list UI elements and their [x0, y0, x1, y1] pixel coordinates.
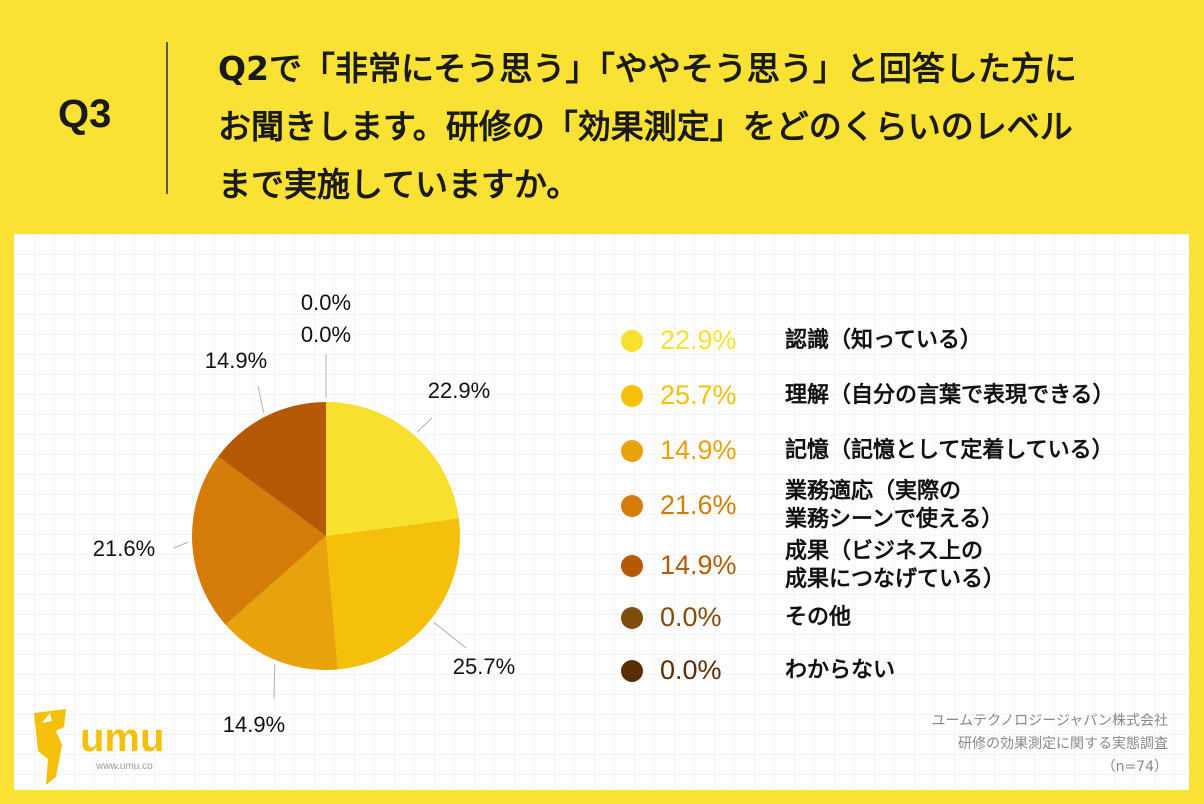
slice-value-label: 0.0%: [301, 290, 351, 315]
umu-logo: umu www.umu.co: [34, 709, 164, 785]
legend-swatch: [621, 440, 643, 462]
chart-panel: 22.9% 25.7% 14.9% 21.6% 14.9% 0.0% 0.0% 22.9% 認…: [14, 234, 1189, 790]
legend-label: 理解（自分の言葉で表現できる）: [785, 383, 1115, 408]
question-line: まで実施していますか。: [218, 165, 580, 204]
leader-line: [173, 541, 189, 549]
legend-label: 記憶（記憶として定着している）: [785, 438, 1114, 463]
leader-line: [273, 664, 276, 699]
question-line: お聞きします。研修の「効果測定」をどのくらいのレベル: [218, 107, 1073, 146]
legend-swatch: [621, 385, 643, 407]
pie-chart: 22.9% 25.7% 14.9% 21.6% 14.9% 0.0% 0.0%: [93, 290, 515, 737]
legend-label: わからない: [785, 658, 896, 683]
leader-line: [433, 621, 467, 649]
slice-value-label: 14.9%: [223, 712, 285, 737]
slice-value-label: 14.9%: [205, 348, 267, 373]
question-number: Q3: [58, 92, 112, 136]
legend-swatch: [621, 495, 643, 517]
source-line: ユームテクノロジージャパン株式会社: [931, 713, 1168, 729]
leader-line: [257, 385, 265, 413]
source-line: （n=74）: [1101, 759, 1168, 775]
leader-line: [416, 417, 433, 433]
header-divider: [166, 42, 168, 194]
legend-swatch: [621, 555, 643, 577]
legend-value: 14.9%: [660, 435, 737, 465]
pie-slice: [225, 536, 338, 670]
logo-url: www.umu.co: [95, 761, 153, 772]
legend-value: 0.0%: [660, 602, 722, 632]
legend-value: 0.0%: [660, 655, 722, 685]
legend-swatch: [621, 330, 643, 352]
legend-value: 14.9%: [660, 550, 737, 580]
svg-text:umu: umu: [80, 716, 164, 760]
slice-value-label: 0.0%: [301, 322, 351, 347]
pie-slice: [192, 456, 326, 625]
legend-swatch: [621, 607, 643, 629]
slice-value-label: 21.6%: [93, 536, 155, 561]
slice-value-label: 22.9%: [428, 378, 490, 403]
legend-label: 業務適応（実際の 業務シーンで使える）: [785, 479, 1004, 532]
legend-value: 25.7%: [660, 380, 737, 410]
legend-label: その他: [785, 605, 852, 630]
pie-slice: [218, 402, 326, 536]
legend-swatch: [621, 660, 643, 682]
pie-slice: [326, 518, 460, 670]
legend-label: 認識（知っている）: [785, 328, 982, 353]
source-line: 研修の効果測定に関する実態調査: [958, 736, 1168, 752]
question-line: Q2で「非常にそう思う」「ややそう思う」と回答した方に: [218, 49, 1077, 88]
slice-value-label: 25.7%: [453, 654, 515, 679]
horse-head-icon: [34, 709, 66, 785]
pie-slice: [326, 402, 459, 536]
question-text: Q2で「非常にそう思う」「ややそう思う」と回答した方に お聞きします。研修の「効…: [218, 40, 1178, 214]
legend-value: 21.6%: [660, 490, 737, 520]
legend-label: 成果（ビジネス上の 成果につなげている）: [785, 539, 1006, 592]
source-note: ユームテクノロジージャパン株式会社 研修の効果測定に関する実態調査 （n=74）: [932, 710, 1168, 779]
legend-value: 22.9%: [660, 325, 737, 355]
